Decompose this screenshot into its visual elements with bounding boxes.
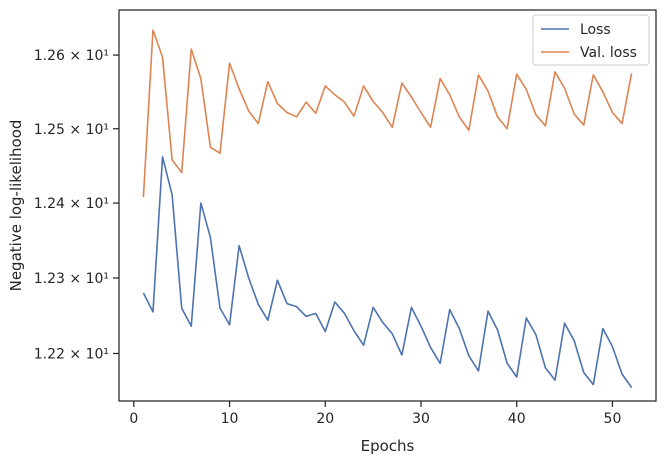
x-tick-label: 40 bbox=[508, 411, 526, 427]
x-tick-label: 20 bbox=[316, 411, 334, 427]
series-layer bbox=[142, 29, 633, 389]
legend-label-loss: Loss bbox=[580, 22, 611, 38]
x-tick-label: 50 bbox=[604, 411, 622, 427]
y-tick-label: 1.26 × 10¹ bbox=[34, 48, 109, 64]
legend: Loss Val. loss bbox=[532, 14, 650, 66]
y-tick-label: 1.22 × 10¹ bbox=[34, 346, 109, 362]
series-line-val-loss bbox=[142, 29, 633, 198]
x-axis-label: Epochs bbox=[361, 437, 415, 455]
y-axis-label: Negative log-likelihood bbox=[7, 120, 25, 292]
x-axis: 0 10 20 30 40 50 bbox=[129, 401, 621, 427]
y-tick-label: 1.23 × 10¹ bbox=[34, 271, 109, 287]
x-tick-label: 0 bbox=[129, 411, 138, 427]
series-line-loss bbox=[142, 156, 633, 389]
plot-area bbox=[118, 9, 657, 402]
y-tick-label: 1.24 × 10¹ bbox=[34, 196, 109, 212]
y-tick-label: 1.25 × 10¹ bbox=[34, 122, 109, 138]
x-tick-label: 10 bbox=[221, 411, 239, 427]
x-tick-label: 30 bbox=[412, 411, 430, 427]
legend-label-val-loss: Val. loss bbox=[580, 45, 637, 61]
y-axis: 1.22 × 10¹ 1.23 × 10¹ 1.24 × 10¹ 1.25 × 10¹… bbox=[34, 48, 119, 362]
plot-frame bbox=[118, 9, 657, 402]
